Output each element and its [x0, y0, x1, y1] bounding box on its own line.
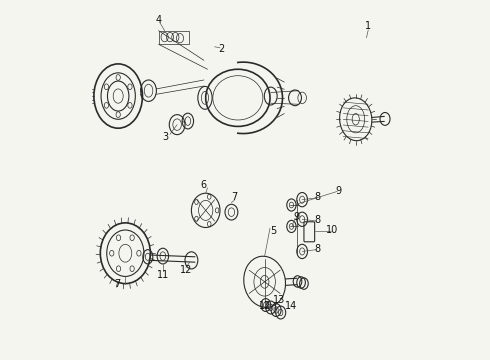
Text: 12: 12	[180, 265, 192, 275]
Text: 4: 4	[155, 15, 162, 25]
Text: 13: 13	[272, 295, 285, 305]
Text: 12: 12	[259, 301, 271, 311]
Text: 1: 1	[365, 21, 371, 31]
Text: 5: 5	[270, 226, 277, 236]
Text: 6: 6	[201, 180, 207, 190]
Text: 3: 3	[163, 132, 169, 142]
Text: 7: 7	[114, 279, 121, 289]
Text: 10: 10	[326, 225, 339, 235]
Text: 8: 8	[315, 192, 321, 202]
Text: 8: 8	[315, 215, 321, 225]
Text: 9: 9	[336, 186, 342, 196]
Text: 9: 9	[294, 212, 300, 222]
Text: 2: 2	[219, 44, 225, 54]
Text: 7: 7	[231, 192, 238, 202]
Text: 14: 14	[285, 301, 297, 311]
Text: 11: 11	[157, 270, 169, 280]
Text: 8: 8	[315, 244, 321, 254]
